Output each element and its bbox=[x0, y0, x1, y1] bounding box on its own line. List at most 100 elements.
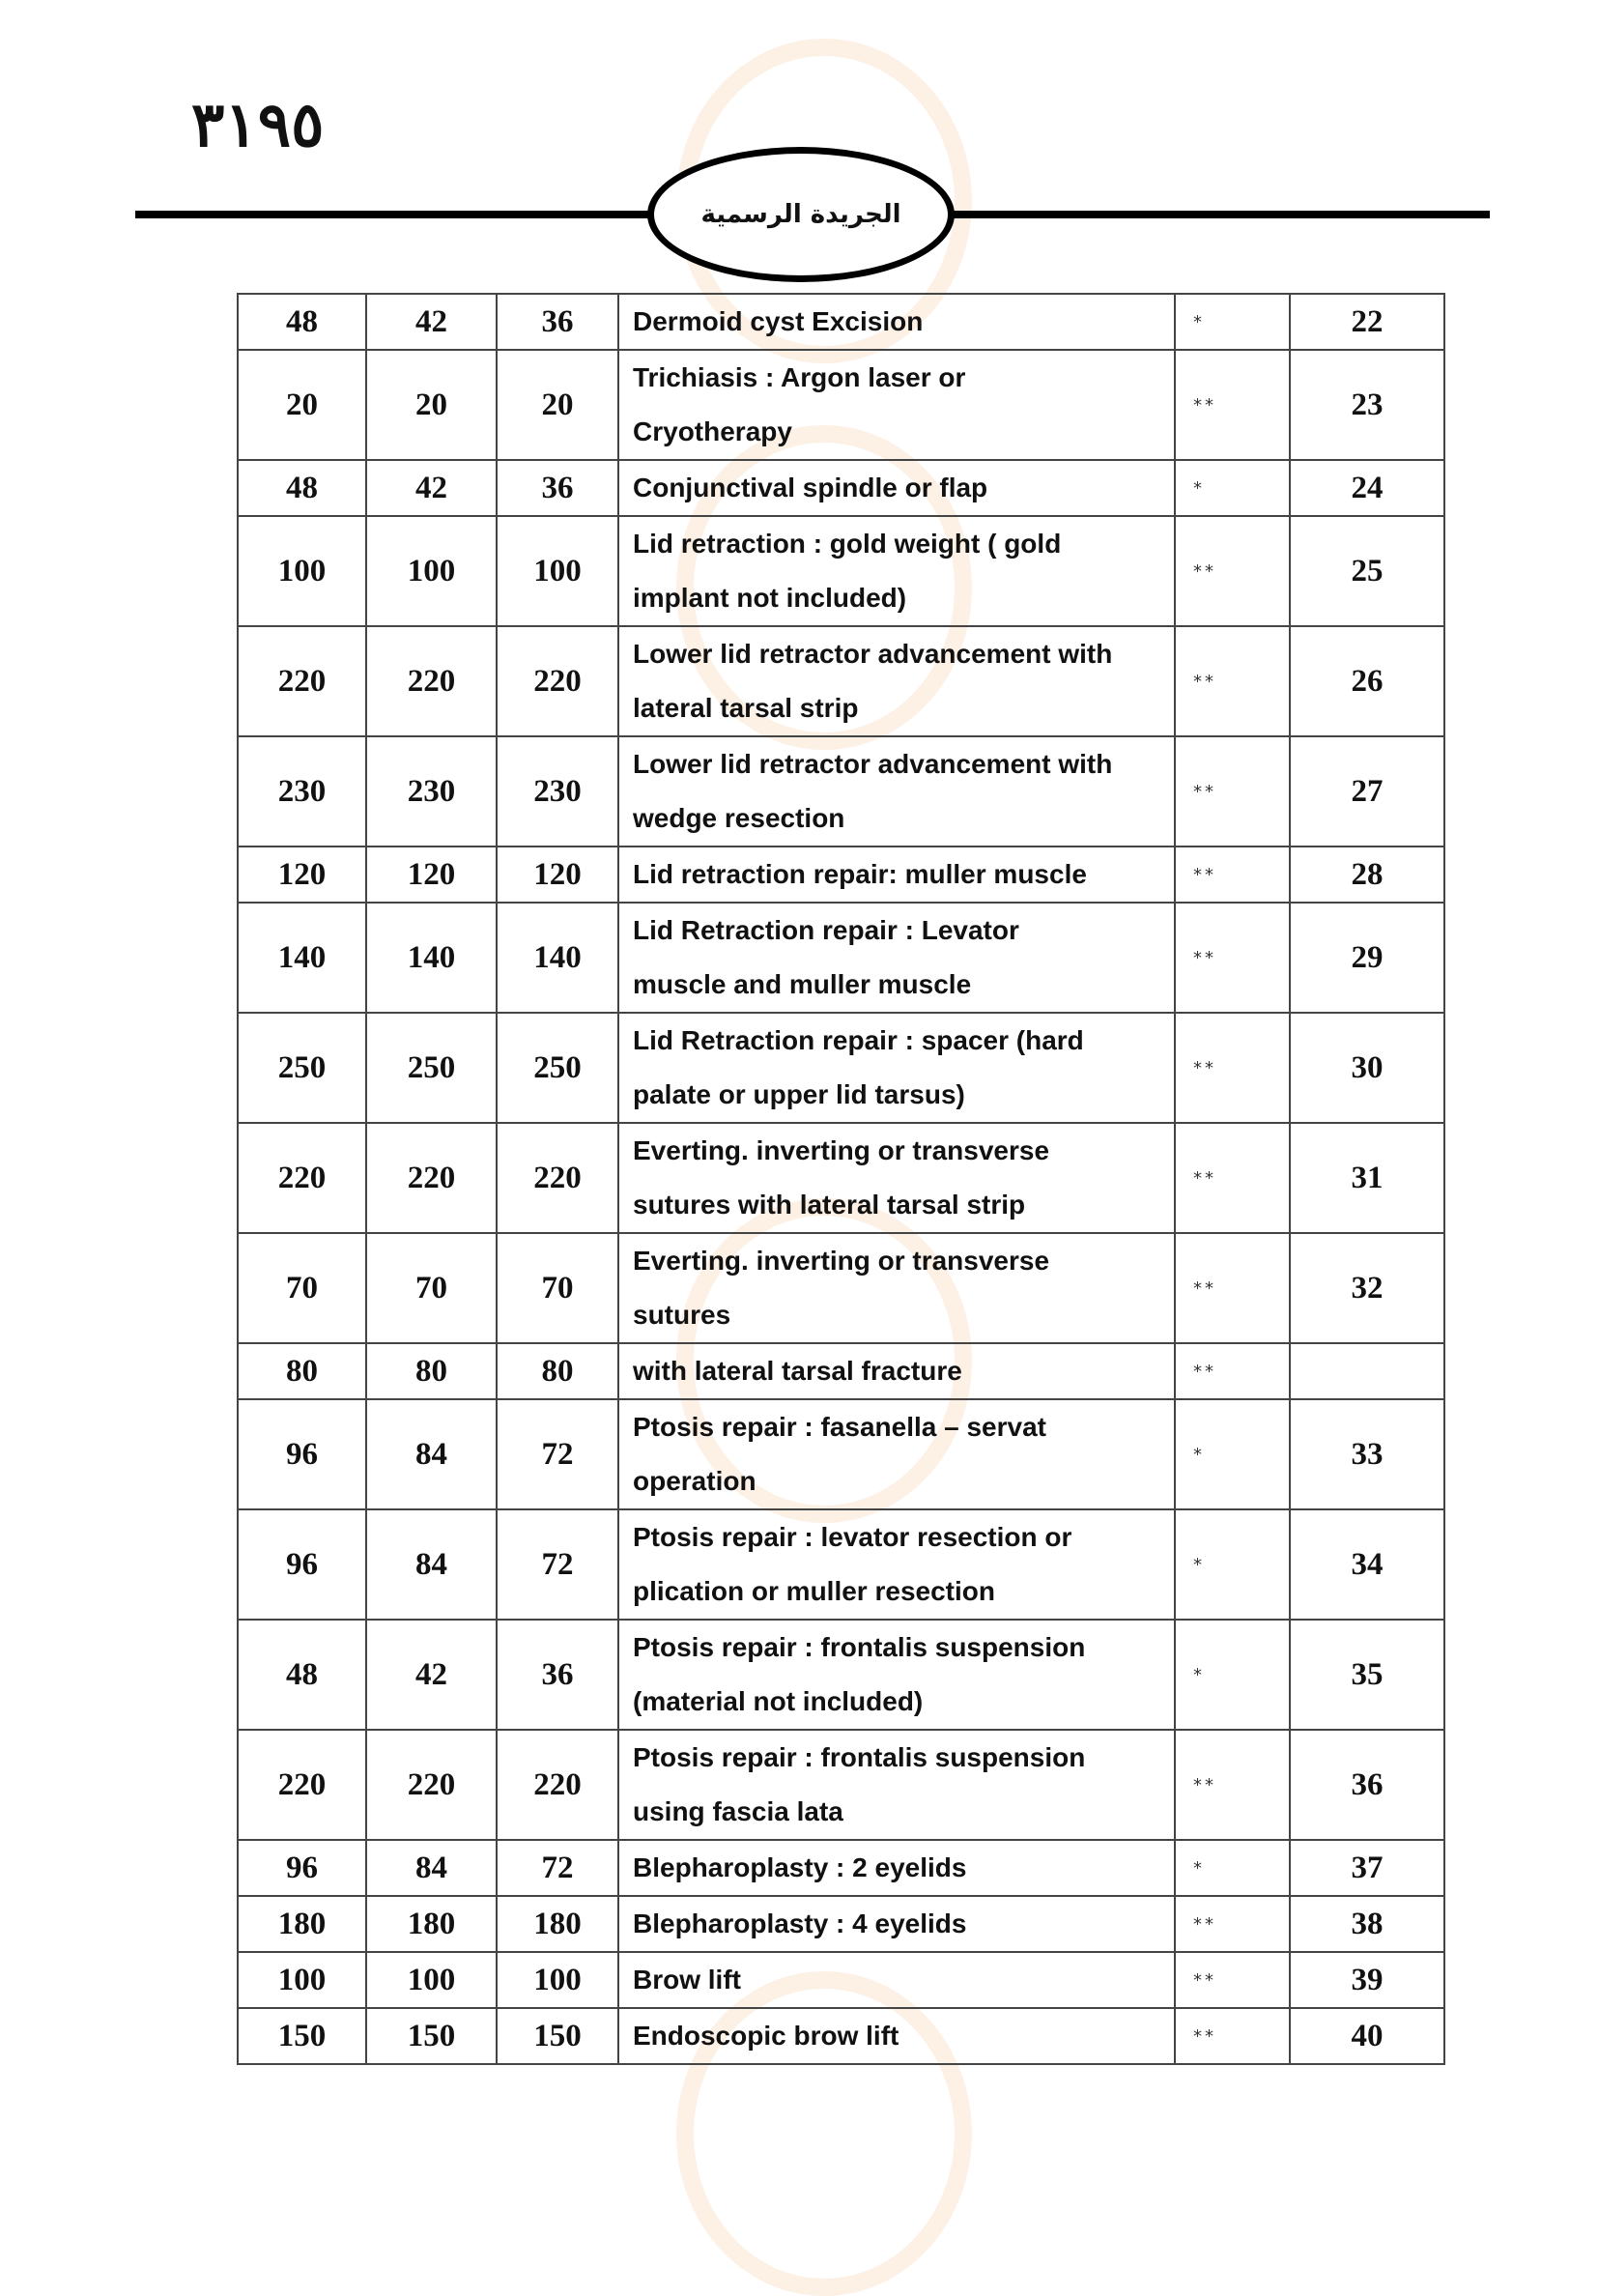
fee-cell-3: 100 bbox=[496, 515, 619, 627]
fee-cell-3: 36 bbox=[496, 459, 619, 517]
fee-cell-3: 72 bbox=[496, 1508, 619, 1621]
item-number: 38 bbox=[1289, 1895, 1445, 1953]
page-number: ٣١٩٥ bbox=[191, 89, 325, 161]
fee-cell-2: 84 bbox=[365, 1398, 498, 1510]
item-number: 27 bbox=[1289, 735, 1445, 847]
fee-cell-3: 220 bbox=[496, 625, 619, 737]
procedure-description: Ptosis repair : frontalis suspension usin… bbox=[617, 1729, 1176, 1841]
procedure-description: Dermoid cyst Excision bbox=[617, 293, 1176, 351]
procedure-description: Trichiasis : Argon laser or Cryotherapy bbox=[617, 349, 1176, 461]
fee-cell-3: 120 bbox=[496, 846, 619, 904]
table-row: 80 80 80 with lateral tarsal fracture ** bbox=[237, 1342, 1445, 1400]
fee-cell-3: 250 bbox=[496, 1012, 619, 1124]
category-mark: ** bbox=[1174, 902, 1291, 1014]
fee-cell-1: 150 bbox=[237, 2007, 367, 2065]
item-number: 24 bbox=[1289, 459, 1445, 517]
description-line: sutures bbox=[633, 1300, 731, 1330]
category-mark: ** bbox=[1174, 1895, 1291, 1953]
description-line: lateral tarsal strip bbox=[633, 693, 859, 723]
category-mark: * bbox=[1174, 1619, 1291, 1731]
description-line: Cryotherapy bbox=[633, 416, 792, 446]
fee-cell-3: 36 bbox=[496, 1619, 619, 1731]
description-line: (material not included) bbox=[633, 1686, 924, 1716]
description-line: Everting. inverting or transverse bbox=[633, 1135, 1050, 1165]
item-number: 30 bbox=[1289, 1012, 1445, 1124]
fee-cell-1: 220 bbox=[237, 1729, 367, 1841]
fee-cell-3: 100 bbox=[496, 1951, 619, 2009]
fee-cell-1: 80 bbox=[237, 1342, 367, 1400]
procedure-description: with lateral tarsal fracture bbox=[617, 1342, 1176, 1400]
table-row: 96 84 72 Ptosis repair : fasanella – servat… bbox=[237, 1398, 1445, 1510]
description-line: operation bbox=[633, 1466, 756, 1496]
fee-cell-2: 140 bbox=[365, 902, 498, 1014]
description-line: Lid Retraction repair : Levator bbox=[633, 915, 1019, 945]
fee-cell-2: 80 bbox=[365, 1342, 498, 1400]
category-mark: ** bbox=[1174, 735, 1291, 847]
description-line: sutures with lateral tarsal strip bbox=[633, 1190, 1026, 1220]
procedure-description: Ptosis repair : frontalis suspension (mat… bbox=[617, 1619, 1176, 1731]
category-mark: ** bbox=[1174, 1342, 1291, 1400]
fee-cell-2: 150 bbox=[365, 2007, 498, 2065]
fee-cell-1: 96 bbox=[237, 1839, 367, 1897]
fee-cell-3: 80 bbox=[496, 1342, 619, 1400]
table-row: 220 220 220 Lower lid retractor advancement… bbox=[237, 625, 1445, 737]
table-row: 120 120 120 Lid retraction repair: muller m… bbox=[237, 846, 1445, 904]
procedure-description: Blepharoplasty : 4 eyelids bbox=[617, 1895, 1176, 1953]
table-row: 220 220 220 Everting. inverting or transver… bbox=[237, 1122, 1445, 1234]
item-number: 39 bbox=[1289, 1951, 1445, 2009]
category-mark: ** bbox=[1174, 2007, 1291, 2065]
fee-cell-2: 230 bbox=[365, 735, 498, 847]
table-row: 100 100 100 Lid retraction : gold weight ( … bbox=[237, 515, 1445, 627]
fee-cell-2: 42 bbox=[365, 293, 498, 351]
item-number: 32 bbox=[1289, 1232, 1445, 1344]
description-line: using fascia lata bbox=[633, 1796, 843, 1826]
table-row: 48 42 36 Dermoid cyst Excision * 22 bbox=[237, 293, 1445, 351]
item-number: 29 bbox=[1289, 902, 1445, 1014]
fee-cell-2: 100 bbox=[365, 515, 498, 627]
table-row: 48 42 36 Conjunctival spindle or flap * 24 bbox=[237, 459, 1445, 517]
table-row: 100 100 100 Brow lift ** 39 bbox=[237, 1951, 1445, 2009]
description-line: Lower lid retractor advancement with bbox=[633, 749, 1113, 779]
item-number: 28 bbox=[1289, 846, 1445, 904]
description-line: Conjunctival spindle or flap bbox=[633, 473, 988, 502]
fee-cell-3: 140 bbox=[496, 902, 619, 1014]
table-row: 96 84 72 Blepharoplasty : 2 eyelids * 37 bbox=[237, 1839, 1445, 1897]
fee-cell-1: 220 bbox=[237, 625, 367, 737]
fee-table: 48 42 36 Dermoid cyst Excision * 22 20 20 20 Tric… bbox=[237, 293, 1445, 2065]
procedure-description: Brow lift bbox=[617, 1951, 1176, 2009]
fee-cell-2: 70 bbox=[365, 1232, 498, 1344]
fee-cell-2: 220 bbox=[365, 1729, 498, 1841]
gazette-title: الجريدة الرسمية bbox=[700, 200, 901, 229]
fee-cell-3: 72 bbox=[496, 1398, 619, 1510]
procedure-description: Everting. inverting or transverse sutures… bbox=[617, 1122, 1176, 1234]
fee-cell-2: 120 bbox=[365, 846, 498, 904]
procedure-description: Conjunctival spindle or flap bbox=[617, 459, 1176, 517]
category-mark: ** bbox=[1174, 846, 1291, 904]
table-row: 20 20 20 Trichiasis : Argon laser or Cryothe… bbox=[237, 349, 1445, 461]
fee-cell-2: 220 bbox=[365, 625, 498, 737]
item-number: 35 bbox=[1289, 1619, 1445, 1731]
table-row: 180 180 180 Blepharoplasty : 4 eyelids ** 38 bbox=[237, 1895, 1445, 1953]
category-mark: * bbox=[1174, 1508, 1291, 1621]
description-line: Ptosis repair : fasanella – servat bbox=[633, 1412, 1046, 1442]
table-row: 70 70 70 Everting. inverting or transverse s… bbox=[237, 1232, 1445, 1344]
table-row: 220 220 220 Ptosis repair : frontalis suspe… bbox=[237, 1729, 1445, 1841]
category-mark: ** bbox=[1174, 1122, 1291, 1234]
fee-cell-1: 70 bbox=[237, 1232, 367, 1344]
fee-cell-3: 180 bbox=[496, 1895, 619, 1953]
item-number: 22 bbox=[1289, 293, 1445, 351]
fee-cell-3: 70 bbox=[496, 1232, 619, 1344]
description-line: Lower lid retractor advancement with bbox=[633, 639, 1113, 669]
category-mark: ** bbox=[1174, 1232, 1291, 1344]
category-mark: ** bbox=[1174, 349, 1291, 461]
item-number: 23 bbox=[1289, 349, 1445, 461]
fee-cell-1: 230 bbox=[237, 735, 367, 847]
procedure-description: Lid Retraction repair : spacer (hard pala… bbox=[617, 1012, 1176, 1124]
category-mark: * bbox=[1174, 1398, 1291, 1510]
procedure-description: Ptosis repair : levator resection or plic… bbox=[617, 1508, 1176, 1621]
fee-cell-2: 180 bbox=[365, 1895, 498, 1953]
description-line: plication or muller resection bbox=[633, 1576, 995, 1606]
procedure-description: Lid Retraction repair : Levator muscle an… bbox=[617, 902, 1176, 1014]
item-number: 34 bbox=[1289, 1508, 1445, 1621]
fee-cell-3: 72 bbox=[496, 1839, 619, 1897]
